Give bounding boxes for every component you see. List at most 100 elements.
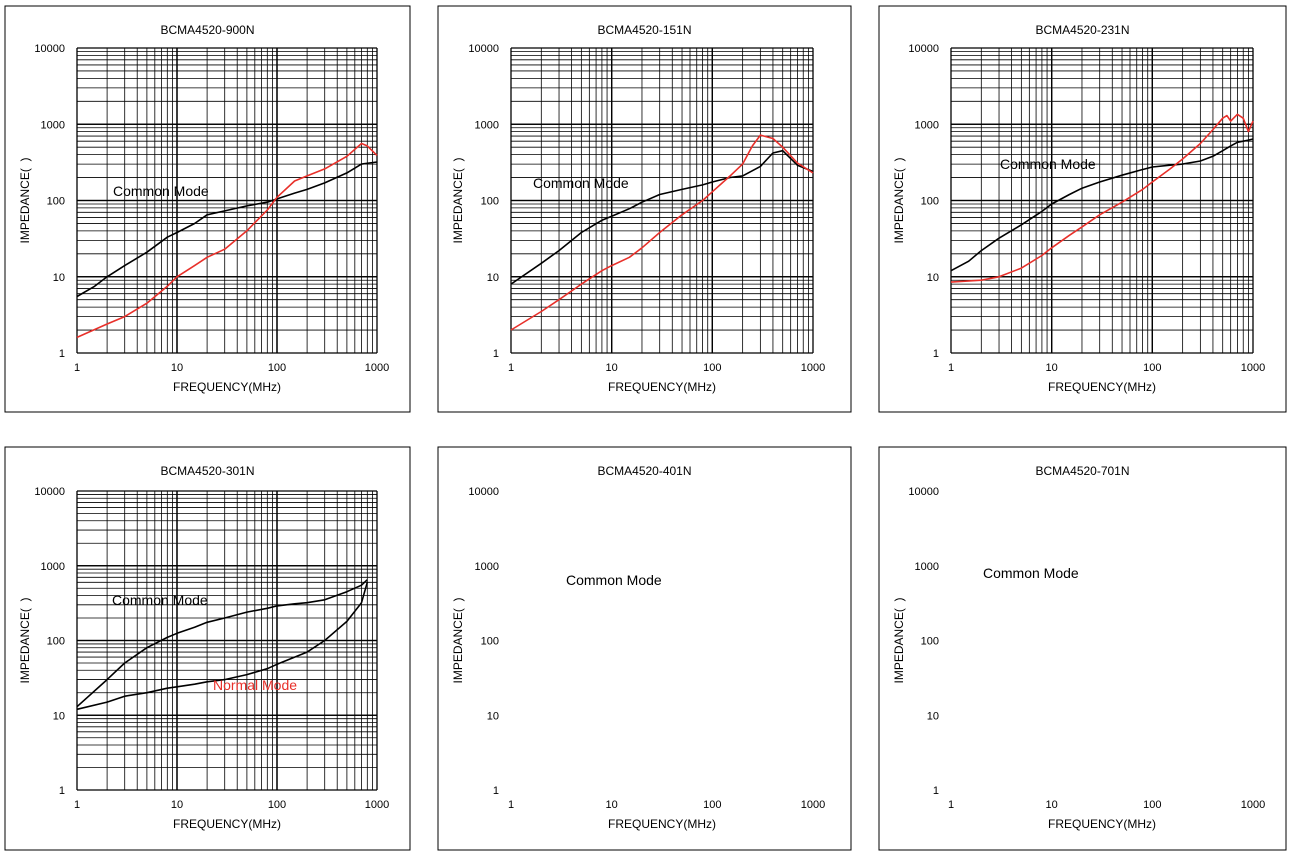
x-tick-label: 10 [606, 799, 618, 811]
x-tick-label: 100 [703, 799, 721, 811]
y-axis-label: IMPEDANCE( ) [451, 597, 465, 683]
y-tick-label: 10000 [34, 43, 65, 55]
y-tick-label: 1 [59, 348, 65, 360]
x-tick-label: 1 [74, 799, 80, 811]
annotation-normal-mode: Normal Mode [213, 677, 297, 693]
y-tick-label: 100 [47, 636, 65, 648]
series-line-normal-1 [510, 134, 814, 331]
y-tick-label: 10 [53, 710, 65, 722]
x-tick-label: 100 [1143, 362, 1161, 374]
y-tick-label: 10000 [34, 486, 65, 498]
y-tick-label: 1000 [475, 119, 499, 131]
y-tick-label: 10000 [908, 43, 939, 55]
y-tick-label: 10 [927, 272, 939, 284]
chart-panel-bcma4520-151n: BCMA4520-151N 1 10 100 1000 1 10 100 1000 10000 FR… [437, 5, 852, 413]
annotation-common-mode: Common Mode [1000, 156, 1096, 172]
x-axis-label: FREQUENCY(MHz) [173, 380, 281, 394]
annotation-common-mode: Common Mode [113, 183, 209, 199]
series-line-normal-1 [950, 113, 1254, 283]
series-line-common-0 [950, 138, 1254, 272]
chart-panel-bcma4520-231n: BCMA4520-231N 1 10 100 1000 1 10 100 1000 10000 FR… [878, 5, 1287, 413]
chart-title: BCMA4520-900N [160, 23, 254, 37]
chart-title: BCMA4520-401N [597, 464, 691, 478]
y-tick-label: 1 [933, 348, 939, 360]
chart-panel-bcma4520-301n: BCMA4520-301N 1 10 100 1000 1 10 100 1000 10000 FR… [4, 446, 411, 851]
x-tick-label: 1000 [1241, 362, 1265, 374]
y-axis-label: IMPEDANCE( ) [451, 157, 465, 243]
chart-title: BCMA4520-301N [160, 464, 254, 478]
x-tick-label: 1000 [801, 799, 825, 811]
x-tick-label: 1 [948, 799, 954, 811]
y-tick-label: 1000 [41, 119, 65, 131]
y-tick-label: 10000 [908, 486, 939, 498]
x-tick-label: 1000 [365, 799, 389, 811]
y-axis-label: IMPEDANCE( ) [892, 157, 906, 243]
x-tick-label: 1 [74, 362, 80, 374]
x-tick-label: 10 [171, 799, 183, 811]
annotation-common-mode: Common Mode [983, 565, 1079, 581]
x-tick-label: 1 [508, 362, 514, 374]
chart-panel-bcma4520-401n: BCMA4520-401N 1 10 100 1000 1 10 100 1000 10000 FR… [437, 446, 852, 851]
x-tick-label: 10 [1046, 362, 1058, 374]
x-axis-label: FREQUENCY(MHz) [608, 817, 716, 831]
x-axis-label: FREQUENCY(MHz) [608, 380, 716, 394]
y-tick-label: 1000 [915, 119, 939, 131]
y-tick-label: 10 [53, 272, 65, 284]
y-tick-label: 100 [921, 636, 939, 648]
y-tick-label: 1000 [915, 561, 939, 573]
x-tick-label: 10 [606, 362, 618, 374]
series-line-common-0 [510, 149, 814, 285]
y-tick-label: 1000 [475, 561, 499, 573]
x-axis-label: FREQUENCY(MHz) [1048, 817, 1156, 831]
annotation-common-mode: Common Mode [566, 572, 662, 588]
grid-lines [510, 47, 814, 354]
y-tick-label: 10 [487, 272, 499, 284]
y-tick-label: 100 [481, 196, 499, 208]
series-line-common-0 [76, 579, 368, 708]
y-tick-label: 1 [493, 348, 499, 360]
x-tick-label: 100 [268, 362, 286, 374]
panel-frame [878, 446, 1287, 851]
series-line-normal-1 [76, 142, 378, 339]
x-tick-label: 100 [1143, 799, 1161, 811]
x-axis-label: FREQUENCY(MHz) [173, 817, 281, 831]
chart-title: BCMA4520-231N [1035, 23, 1129, 37]
x-tick-label: 100 [703, 362, 721, 374]
y-tick-label: 10 [487, 710, 499, 722]
y-tick-label: 100 [47, 196, 65, 208]
x-tick-label: 1000 [365, 362, 389, 374]
grid-lines [76, 490, 378, 791]
panel-frame [437, 5, 852, 413]
x-tick-label: 1 [508, 799, 514, 811]
y-tick-label: 1 [493, 785, 499, 797]
y-tick-label: 10000 [468, 43, 499, 55]
x-tick-label: 10 [1046, 799, 1058, 811]
x-tick-label: 10 [171, 362, 183, 374]
chart-title: BCMA4520-701N [1035, 464, 1129, 478]
y-tick-label: 100 [921, 196, 939, 208]
panel-frame [437, 446, 852, 851]
x-axis-label: FREQUENCY(MHz) [1048, 380, 1156, 394]
x-tick-label: 1000 [1241, 799, 1265, 811]
annotation-common-mode: Common Mode [112, 592, 208, 608]
annotation-common-mode: Common Mode [533, 175, 629, 191]
x-tick-label: 1000 [801, 362, 825, 374]
x-tick-label: 1 [948, 362, 954, 374]
series-line-common-1 [76, 582, 369, 711]
series-line-common-0 [76, 161, 378, 298]
y-tick-label: 10 [927, 710, 939, 722]
y-tick-label: 1 [933, 785, 939, 797]
y-axis-label: IMPEDANCE( ) [892, 597, 906, 683]
y-axis-label: IMPEDANCE( ) [18, 597, 32, 683]
y-tick-label: 1000 [41, 561, 65, 573]
chart-title: BCMA4520-151N [597, 23, 691, 37]
y-tick-label: 1 [59, 785, 65, 797]
panel-frame [878, 5, 1287, 413]
chart-panel-bcma4520-900n: BCMA4520-900N 1 10 100 1000 1 10 100 1000 10000 FR… [4, 5, 411, 413]
chart-panel-bcma4520-701n: BCMA4520-701N 1 10 100 1000 1 10 100 1000 10000 FR… [878, 446, 1287, 851]
y-tick-label: 10000 [468, 486, 499, 498]
y-tick-label: 100 [481, 636, 499, 648]
y-axis-label: IMPEDANCE( ) [18, 157, 32, 243]
x-tick-label: 100 [268, 799, 286, 811]
